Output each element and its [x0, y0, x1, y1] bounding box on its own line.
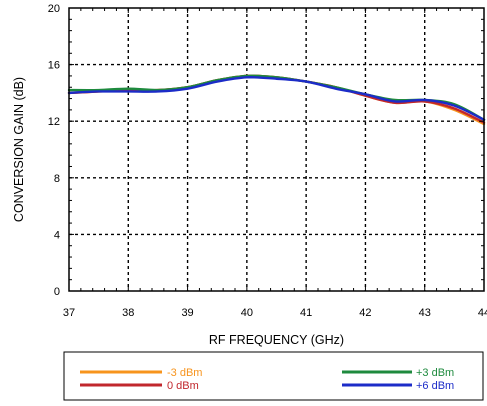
y-tick-label: 12: [48, 116, 60, 128]
legend-label: +3 dBm: [416, 367, 454, 379]
y-tick-label: 16: [48, 60, 60, 72]
y-axis-title: CONVERSION GAIN (dB): [12, 77, 26, 222]
x-tick-label: 44: [478, 307, 487, 319]
plot-frame: [68, 7, 485, 292]
x-tick-label: 37: [63, 307, 75, 319]
legend-label: 0 dBm: [167, 380, 199, 392]
y-tick-label: 0: [54, 286, 60, 298]
series-lines: [67, 74, 486, 126]
legend-label: +6 dBm: [416, 380, 454, 392]
y-tick-label: 20: [48, 3, 60, 15]
grid-lines: [69, 8, 484, 291]
tick-labels: 37 38 39 40 41 42 43 44 0 4 8 12 16 20: [48, 3, 487, 319]
axis-ticks: [68, 7, 485, 292]
x-tick-label: 40: [241, 307, 253, 319]
x-tick-label: 39: [181, 307, 193, 319]
y-tick-label: 4: [54, 229, 60, 241]
x-axis-title: RF FREQUENCY (GHz): [209, 333, 344, 347]
y-tick-label: 8: [54, 173, 60, 185]
series-line-6-dbm-3: [67, 76, 486, 121]
series-line-3-dbm-2: [67, 74, 486, 121]
x-tick-label: 41: [300, 307, 312, 319]
x-tick-label: 42: [359, 307, 371, 319]
legend-box: [63, 351, 484, 401]
legend-label: -3 dBm: [167, 367, 202, 379]
x-tick-label: 43: [419, 307, 431, 319]
x-tick-label: 38: [122, 307, 134, 319]
